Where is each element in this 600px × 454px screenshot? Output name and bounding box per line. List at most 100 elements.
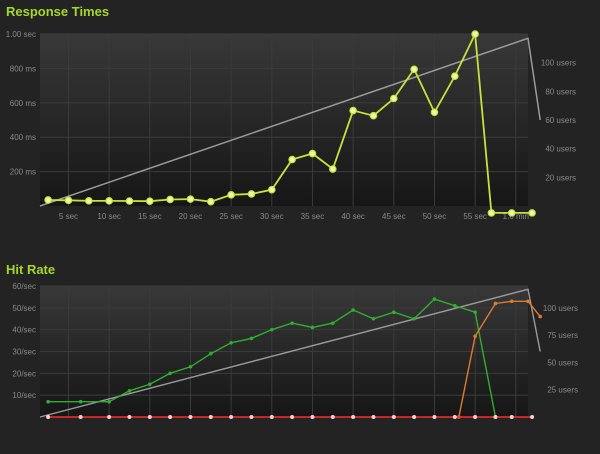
response-time-point — [389, 94, 398, 103]
hits-series-point — [432, 297, 437, 301]
response-time-point — [146, 197, 154, 205]
hits-series-point — [453, 303, 457, 308]
failures-series-point — [46, 415, 51, 419]
failures-series-point — [229, 415, 234, 419]
failures-series-point — [412, 415, 417, 419]
y-left-tick-label: 60/sec — [12, 282, 36, 291]
y-left-tick-label: 200 ms — [10, 168, 36, 177]
x-tick-label: 1.0 min — [503, 212, 529, 221]
failures-series-point — [208, 415, 213, 419]
hits-series-point — [351, 308, 355, 312]
response-time-point — [288, 155, 296, 164]
response-time-point — [186, 195, 195, 203]
hits-series-point — [127, 389, 132, 393]
response-time-point — [44, 196, 52, 204]
response-time-point — [528, 209, 536, 217]
x-tick-label: 45 sec — [382, 212, 406, 221]
hits-series-point — [229, 340, 233, 345]
response-time-point — [471, 30, 479, 38]
x-tick-label: 50 sec — [423, 212, 447, 221]
failures-series-point — [330, 415, 335, 419]
x-tick-label: 25 sec — [219, 212, 243, 221]
response-time-point — [507, 209, 516, 217]
hits-series-point — [290, 321, 294, 325]
response-time-point — [247, 190, 256, 198]
errors-ramp-series-point — [473, 334, 477, 339]
failures-series-point — [371, 415, 376, 419]
response-time-point — [166, 195, 174, 204]
x-tick-label: 30 sec — [260, 212, 284, 221]
errors-ramp-series-point — [493, 301, 498, 306]
y-right-tick-label: 60 users — [545, 116, 576, 125]
y-left-tick-label: 10/sec — [12, 391, 36, 400]
y-right-tick-label: 25 users — [547, 386, 578, 395]
response-time-point — [85, 197, 93, 205]
failures-series-point — [269, 415, 274, 419]
response-time-point — [105, 197, 113, 205]
failures-series-point — [432, 415, 437, 419]
errors-ramp-series-point — [538, 314, 542, 319]
failures-series-point — [188, 415, 193, 419]
failures-series-point — [351, 415, 356, 419]
y-right-tick-label: 80 users — [545, 87, 576, 96]
y-left-tick-label: 1.00 sec — [6, 30, 36, 39]
hits-series-point — [168, 371, 172, 376]
hits-series-point — [310, 325, 315, 330]
failures-series-point — [452, 415, 457, 419]
hits-series-point — [107, 399, 111, 404]
hit-rate-panel: Hit Rate 10/sec 20/sec 30/sec 40/sec 50/sec 6… — [0, 258, 600, 454]
failures-series-point — [107, 415, 112, 419]
response-time-point — [450, 72, 459, 80]
x-tick-label: 15 sec — [138, 212, 162, 221]
y-right-tick-label: 100 users — [543, 304, 578, 313]
hits-series-point — [188, 364, 193, 369]
failures-series-point — [310, 415, 315, 419]
hits-series-point — [412, 316, 416, 321]
hits-series-point — [209, 351, 213, 356]
y-left-tick-label: 800 ms — [10, 64, 36, 73]
response-time-point — [369, 111, 378, 120]
hits-series-point — [270, 327, 274, 332]
response-time-point — [430, 108, 439, 117]
hits-series-point — [473, 310, 477, 314]
hits-series-point — [78, 399, 83, 404]
y-left-tick-label: 50/sec — [12, 304, 36, 313]
response-time-point — [328, 165, 337, 173]
hits-series-point — [371, 316, 376, 321]
y-left-tick-label: 20/sec — [12, 369, 36, 378]
failures-series-point — [473, 415, 478, 419]
hit-rate-chart: 10/sec 20/sec 30/sec 40/sec 50/sec 60/sec 25 u… — [12, 282, 578, 419]
x-tick-label: 55 sec — [463, 212, 487, 221]
y-right-tick-label: 50 users — [547, 358, 578, 367]
y-left-tick-label: 40/sec — [12, 326, 36, 335]
response-time-point — [227, 191, 235, 199]
x-tick-label: 5 sec — [59, 212, 78, 221]
users-series-line — [39, 288, 541, 418]
failures-series-point — [127, 415, 132, 419]
errors-ramp-series-point — [526, 299, 530, 304]
response-time-point — [125, 197, 134, 205]
y-right-tick-label: 40 users — [545, 145, 576, 154]
y-right-tick-label: 20 users — [545, 173, 576, 182]
failures-series-point — [168, 415, 173, 419]
hits-series-point — [331, 321, 335, 325]
failures-series-point — [509, 415, 514, 419]
hits-series-point — [46, 399, 50, 404]
hits-series-point — [249, 336, 254, 341]
failures-series-point — [290, 415, 295, 419]
response-time-point — [267, 185, 276, 194]
response-time-point — [207, 197, 215, 206]
hits-series-point — [148, 382, 152, 387]
failures-series-point — [530, 415, 535, 419]
users-series-line — [39, 37, 541, 207]
hits-series-point — [392, 310, 396, 314]
x-tick-label: 20 sec — [179, 212, 203, 221]
errors-ramp-series-line — [458, 300, 541, 418]
response-time-point — [64, 196, 73, 205]
y-right-tick-label: 100 users — [541, 59, 576, 68]
response-time-point — [487, 209, 496, 217]
failures-series-point — [78, 415, 83, 419]
y-left-tick-label: 30/sec — [12, 348, 36, 357]
hit-rate-title: Hit Rate — [6, 262, 56, 277]
x-tick-label: 10 sec — [97, 212, 121, 221]
